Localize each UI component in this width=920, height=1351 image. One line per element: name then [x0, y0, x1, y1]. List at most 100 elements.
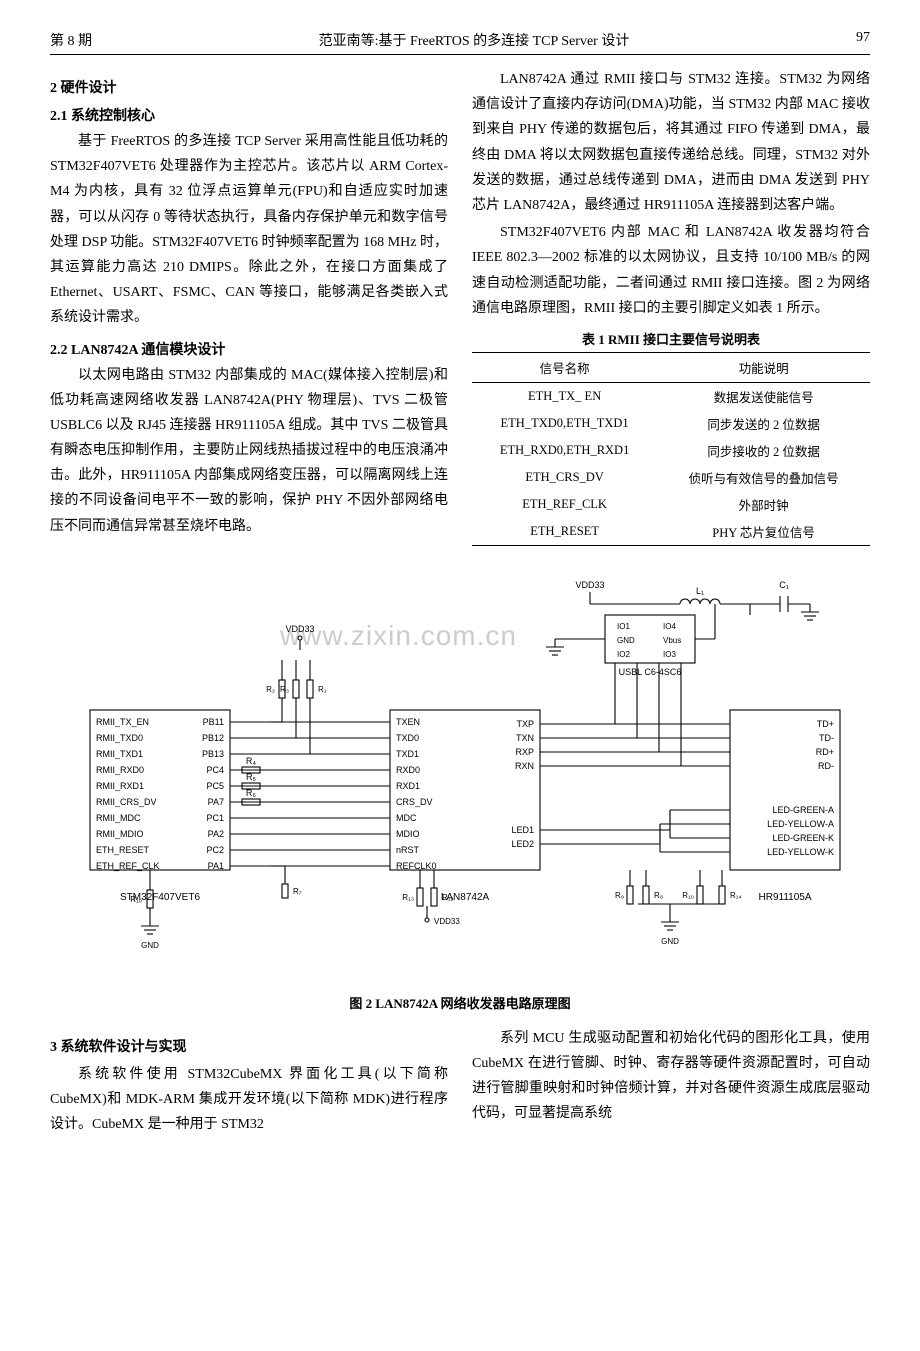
svg-text:R₉: R₉ — [615, 891, 624, 900]
svg-text:MDIO: MDIO — [396, 829, 420, 839]
svg-text:RMII_TX_EN: RMII_TX_EN — [96, 717, 149, 727]
table-1: 信号名称 功能说明 ETH_TX_ EN数据发送使能信号ETH_TXD0,ETH… — [472, 352, 870, 546]
svg-text:PC4: PC4 — [206, 765, 224, 775]
table-cell: 同步发送的 2 位数据 — [657, 410, 870, 437]
svg-text:TD-: TD- — [819, 733, 834, 743]
svg-text:LED1: LED1 — [511, 825, 534, 835]
table-cell: PHY 芯片复位信号 — [657, 518, 870, 546]
issue: 第 8 期 — [50, 30, 92, 50]
svg-text:PB13: PB13 — [202, 749, 224, 759]
para-2-2: 以太网电路由 STM32 内部集成的 MAC(媒体接入控制层)和低功耗高速网络收… — [50, 363, 448, 539]
svg-text:R₁: R₁ — [318, 685, 327, 694]
svg-text:TXD0: TXD0 — [396, 733, 419, 743]
svg-text:RMII_RXD1: RMII_RXD1 — [96, 781, 144, 791]
svg-text:VDD33: VDD33 — [285, 624, 314, 634]
svg-text:R₈: R₈ — [654, 891, 663, 900]
svg-text:LED-YELLOW-K: LED-YELLOW-K — [767, 847, 834, 857]
svg-text:MDC: MDC — [396, 813, 417, 823]
section-2-1: 2.1 系统控制核心 — [50, 105, 448, 125]
section-3: 3 系统软件设计与实现 — [50, 1036, 448, 1056]
svg-text:RXD0: RXD0 — [396, 765, 420, 775]
para-3-1: 系统软件使用 STM32CubeMX 界面化工具(以下简称 CubeMX)和 M… — [50, 1062, 448, 1138]
svg-text:RD-: RD- — [818, 761, 834, 771]
table-cell: ETH_RESET — [472, 518, 657, 546]
page-header: 第 8 期 范亚南等:基于 FreeRTOS 的多连接 TCP Server 设… — [50, 30, 870, 55]
table-1-caption: 表 1 RMII 接口主要信号说明表 — [472, 329, 870, 348]
svg-text:R₃: R₃ — [280, 685, 289, 694]
svg-text:GND: GND — [617, 636, 635, 645]
svg-text:C₁: C₁ — [779, 580, 789, 590]
left-column-lower: 3 系统软件设计与实现 系统软件使用 STM32CubeMX 界面化工具(以下简… — [50, 1026, 448, 1140]
figure-2-caption: 图 2 LAN8742A 网络收发器电路原理图 — [50, 993, 870, 1012]
para-2-1: 基于 FreeRTOS 的多连接 TCP Server 采用高性能且低功耗的 S… — [50, 129, 448, 331]
svg-text:RMII_RXD0: RMII_RXD0 — [96, 765, 144, 775]
svg-text:nRST: nRST — [396, 845, 420, 855]
svg-text:R₂: R₂ — [266, 685, 275, 694]
upper-two-columns: 2 硬件设计 2.1 系统控制核心 基于 FreeRTOS 的多连接 TCP S… — [50, 67, 870, 546]
svg-text:RMII_MDC: RMII_MDC — [96, 813, 141, 823]
svg-text:Vbus: Vbus — [663, 636, 681, 645]
para-2-4: STM32F407VET6 内部 MAC 和 LAN8742A 收发器均符合 I… — [472, 220, 870, 321]
svg-text:RMII_TXD1: RMII_TXD1 — [96, 749, 143, 759]
right-column-lower: 系列 MCU 生成驱动配置和初始化代码的图形化工具，使用 CubeMX 在进行管… — [472, 1026, 870, 1140]
th-desc: 功能说明 — [657, 352, 870, 382]
svg-text:R₁₂: R₁₂ — [442, 893, 454, 902]
lower-two-columns: 3 系统软件设计与实现 系统软件使用 STM32CubeMX 界面化工具(以下简… — [50, 1026, 870, 1140]
table-cell: 侦听与有效信号的叠加信号 — [657, 464, 870, 491]
svg-text:TXN: TXN — [516, 733, 534, 743]
right-column: LAN8742A 通过 RMII 接口与 STM32 连接。STM32 为网络通… — [472, 67, 870, 546]
section-2: 2 硬件设计 — [50, 77, 448, 97]
svg-text:REFCLK0: REFCLK0 — [396, 861, 437, 871]
svg-text:R₁₄: R₁₄ — [730, 891, 742, 900]
svg-text:PB12: PB12 — [202, 733, 224, 743]
svg-text:RXD1: RXD1 — [396, 781, 420, 791]
table-cell: 同步接收的 2 位数据 — [657, 437, 870, 464]
svg-text:L₁: L₁ — [696, 586, 704, 596]
svg-text:PA1: PA1 — [208, 861, 224, 871]
table-cell: ETH_TXD0,ETH_TXD1 — [472, 410, 657, 437]
svg-text:IO4: IO4 — [663, 622, 676, 631]
svg-text:GND: GND — [661, 937, 679, 946]
header-title: 范亚南等:基于 FreeRTOS 的多连接 TCP Server 设计 — [319, 30, 630, 50]
svg-text:LED-YELLOW-A: LED-YELLOW-A — [767, 819, 834, 829]
svg-text:PA7: PA7 — [208, 797, 224, 807]
svg-text:R₁₃: R₁₃ — [402, 893, 414, 902]
table-cell: 数据发送使能信号 — [657, 382, 870, 410]
svg-text:HR911105A: HR911105A — [759, 892, 812, 903]
svg-text:TXD1: TXD1 — [396, 749, 419, 759]
svg-text:RXP: RXP — [515, 747, 534, 757]
section-2-2: 2.2 LAN8742A 通信模块设计 — [50, 339, 448, 359]
svg-text:LED2: LED2 — [511, 839, 534, 849]
figure-2: STM32F407VET6RMII_TX_ENRMII_TXD0RMII_TXD… — [50, 560, 870, 1012]
svg-text:IO2: IO2 — [617, 650, 630, 659]
svg-text:RMII_MDIO: RMII_MDIO — [96, 829, 144, 839]
para-2-3: LAN8742A 通过 RMII 接口与 STM32 连接。STM32 为网络通… — [472, 67, 870, 218]
svg-text:PC5: PC5 — [206, 781, 224, 791]
svg-text:TXP: TXP — [516, 719, 534, 729]
svg-text:VDD33: VDD33 — [434, 917, 460, 926]
svg-text:USBL C6-4SC6: USBL C6-4SC6 — [619, 667, 682, 677]
svg-text:PC1: PC1 — [206, 813, 224, 823]
para-3-2: 系列 MCU 生成驱动配置和初始化代码的图形化工具，使用 CubeMX 在进行管… — [472, 1026, 870, 1127]
svg-text:R₅: R₅ — [246, 772, 256, 782]
page-number: 97 — [856, 30, 870, 50]
svg-text:R₁₀: R₁₀ — [682, 891, 694, 900]
circuit-svg: STM32F407VET6RMII_TX_ENRMII_TXD0RMII_TXD… — [50, 560, 870, 980]
svg-text:RMII_TXD0: RMII_TXD0 — [96, 733, 143, 743]
svg-text:PB11: PB11 — [203, 717, 224, 727]
svg-text:R₆: R₆ — [246, 788, 256, 798]
svg-text:VDD33: VDD33 — [575, 580, 604, 590]
svg-text:CRS_DV: CRS_DV — [396, 797, 433, 807]
svg-text:PA2: PA2 — [208, 829, 224, 839]
svg-text:R₇: R₇ — [293, 887, 302, 896]
svg-text:RD+: RD+ — [816, 747, 834, 757]
table-cell: ETH_TX_ EN — [472, 382, 657, 410]
svg-text:TXEN: TXEN — [396, 717, 420, 727]
svg-text:LED-GREEN-K: LED-GREEN-K — [772, 833, 834, 843]
svg-text:GND: GND — [141, 941, 159, 950]
th-signal: 信号名称 — [472, 352, 657, 382]
svg-text:ETH_REF_CLK: ETH_REF_CLK — [96, 861, 160, 871]
svg-text:IO1: IO1 — [617, 622, 630, 631]
svg-text:IO3: IO3 — [663, 650, 676, 659]
left-column: 2 硬件设计 2.1 系统控制核心 基于 FreeRTOS 的多连接 TCP S… — [50, 67, 448, 546]
